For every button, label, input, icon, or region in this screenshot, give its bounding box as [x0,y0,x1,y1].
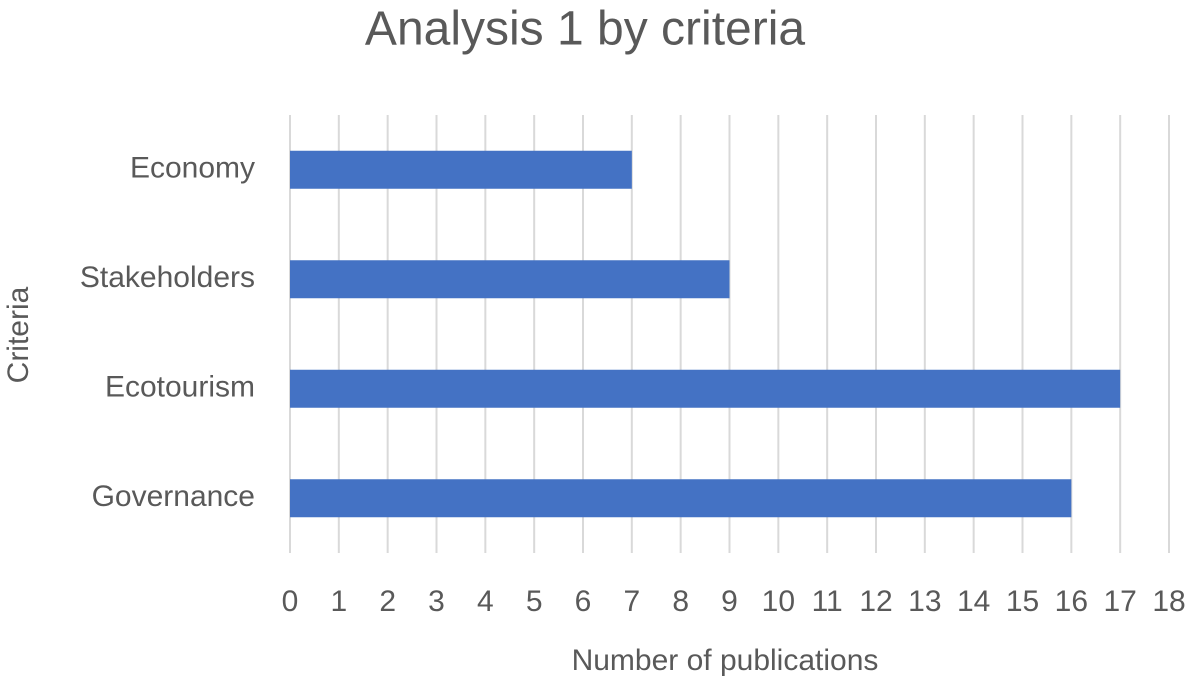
x-tick-label: 9 [721,585,738,618]
x-tick-label: 18 [1152,585,1185,618]
x-tick-label: 10 [762,585,795,618]
x-tick-label: 14 [957,585,990,618]
x-tick-label: 1 [330,585,347,618]
bar [290,260,730,299]
bar [290,150,632,189]
y-tick-label: Economy [130,152,255,185]
x-tick-label: 13 [908,585,941,618]
x-tick-label: 15 [1006,585,1039,618]
x-tick-label: 17 [1103,585,1136,618]
x-tick-label: 7 [623,585,640,618]
x-tick-label: 5 [526,585,543,618]
x-tick-label: 6 [575,585,592,618]
x-axis-label: Number of publications [572,644,879,677]
x-tick-label: 4 [477,585,494,618]
x-tick-label: 2 [379,585,396,618]
x-tick-label: 3 [428,585,445,618]
x-tick-label: 11 [812,585,843,618]
x-tick-label: 0 [282,585,299,618]
x-tick-label: 12 [859,585,892,618]
bar [290,479,1072,518]
x-tick-label: 8 [672,585,689,618]
chart-title: Analysis 1 by criteria [365,3,805,56]
y-tick-label: Ecotourism [105,371,255,404]
x-tick-label: 16 [1055,585,1088,618]
y-tick-label: Governance [92,480,255,513]
bar [290,369,1121,408]
y-tick-label: Stakeholders [80,261,255,294]
y-axis-label: Criteria [2,286,35,383]
